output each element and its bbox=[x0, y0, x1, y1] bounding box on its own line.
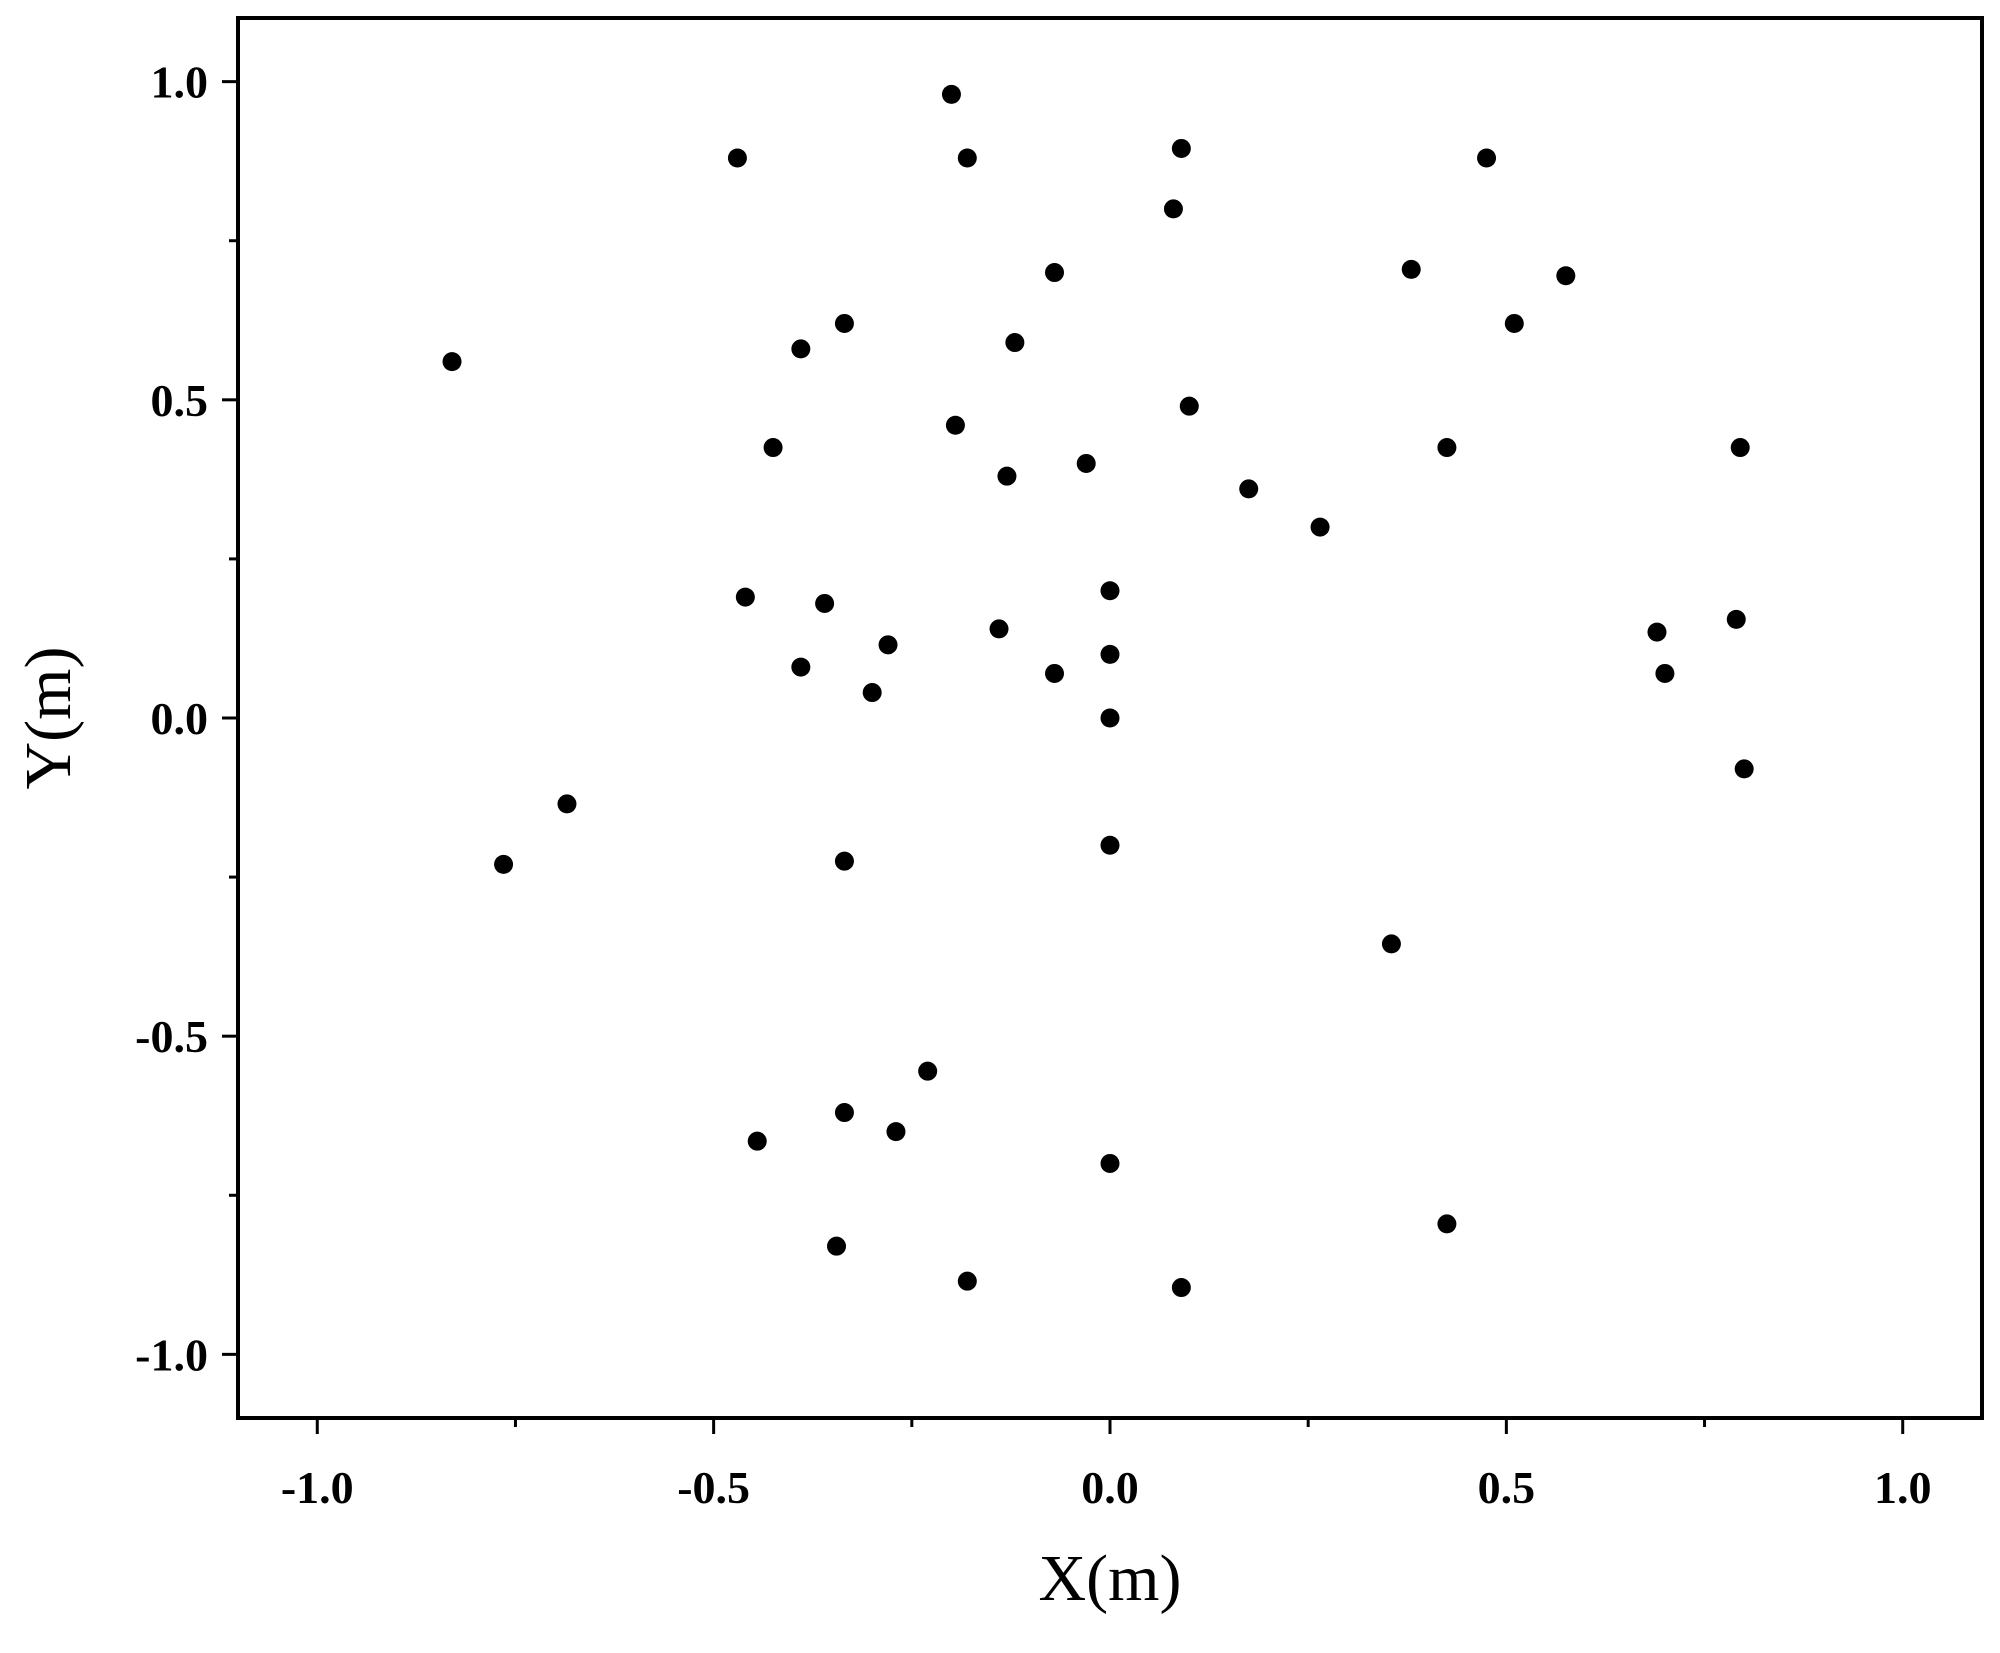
y-tick-label: 0.5 bbox=[151, 375, 209, 426]
data-point bbox=[1401, 259, 1421, 279]
data-point bbox=[494, 854, 514, 874]
axis-tick-labels: -1.0 -0.5 0.0 0.5 1.0 1.0 0.5 0.0 -0.5 -1.0 bbox=[135, 57, 1931, 1513]
data-point bbox=[957, 1271, 977, 1291]
x-tick-label: -0.5 bbox=[677, 1462, 750, 1513]
x-tick-label: -1.0 bbox=[281, 1462, 354, 1513]
data-point bbox=[1437, 1214, 1457, 1234]
data-point bbox=[834, 313, 854, 333]
data-point bbox=[763, 438, 783, 458]
data-point bbox=[1005, 333, 1025, 353]
data-point bbox=[727, 148, 747, 168]
y-tick-label: 1.0 bbox=[151, 57, 209, 108]
y-tick-label: -1.0 bbox=[135, 1329, 208, 1380]
data-point bbox=[1655, 663, 1675, 683]
plot-frame bbox=[236, 16, 1984, 1420]
data-point bbox=[1163, 199, 1183, 219]
data-point bbox=[442, 352, 462, 372]
data-point bbox=[1100, 581, 1120, 601]
data-point bbox=[989, 619, 1009, 639]
data-point bbox=[878, 635, 898, 655]
y-axis-title: Y(m) bbox=[12, 647, 85, 790]
data-point bbox=[1504, 313, 1524, 333]
data-point bbox=[1734, 759, 1754, 779]
data-point bbox=[941, 84, 961, 104]
x-tick-label: 0.5 bbox=[1478, 1462, 1536, 1513]
data-point bbox=[735, 587, 755, 607]
x-tick-label: 1.0 bbox=[1874, 1462, 1932, 1513]
x-tick-label: 0.0 bbox=[1081, 1462, 1139, 1513]
data-point bbox=[834, 1103, 854, 1123]
data-point bbox=[1310, 517, 1330, 537]
data-point bbox=[918, 1061, 938, 1081]
data-point bbox=[1045, 263, 1065, 283]
data-point bbox=[791, 339, 811, 359]
data-point bbox=[1100, 708, 1120, 728]
data-point bbox=[1647, 622, 1667, 642]
data-point bbox=[1556, 266, 1576, 286]
data-point bbox=[1100, 1153, 1120, 1173]
data-point bbox=[834, 851, 854, 871]
data-point bbox=[862, 683, 882, 703]
data-point bbox=[1171, 1278, 1191, 1298]
y-tick-label: -0.5 bbox=[135, 1011, 208, 1062]
data-point bbox=[791, 657, 811, 677]
data-point bbox=[1477, 148, 1497, 168]
data-point bbox=[815, 593, 835, 613]
data-point bbox=[1171, 138, 1191, 158]
data-point bbox=[945, 415, 965, 435]
data-point bbox=[1437, 438, 1457, 458]
data-point bbox=[1076, 453, 1096, 473]
data-point bbox=[1239, 479, 1259, 499]
data-point bbox=[747, 1131, 767, 1151]
y-tick-label: 0.0 bbox=[151, 693, 209, 744]
data-point bbox=[997, 466, 1017, 486]
data-point bbox=[1179, 396, 1199, 416]
data-point bbox=[827, 1236, 847, 1256]
data-point bbox=[1100, 835, 1120, 855]
x-axis-title: X(m) bbox=[1039, 1542, 1182, 1615]
data-point bbox=[557, 794, 577, 814]
data-point bbox=[886, 1122, 906, 1142]
data-point bbox=[1045, 663, 1065, 683]
data-point bbox=[1730, 438, 1750, 458]
data-point bbox=[1726, 609, 1746, 629]
data-point bbox=[1100, 644, 1120, 664]
data-points bbox=[442, 84, 1754, 1298]
data-point bbox=[957, 148, 977, 168]
data-point bbox=[1381, 934, 1401, 954]
